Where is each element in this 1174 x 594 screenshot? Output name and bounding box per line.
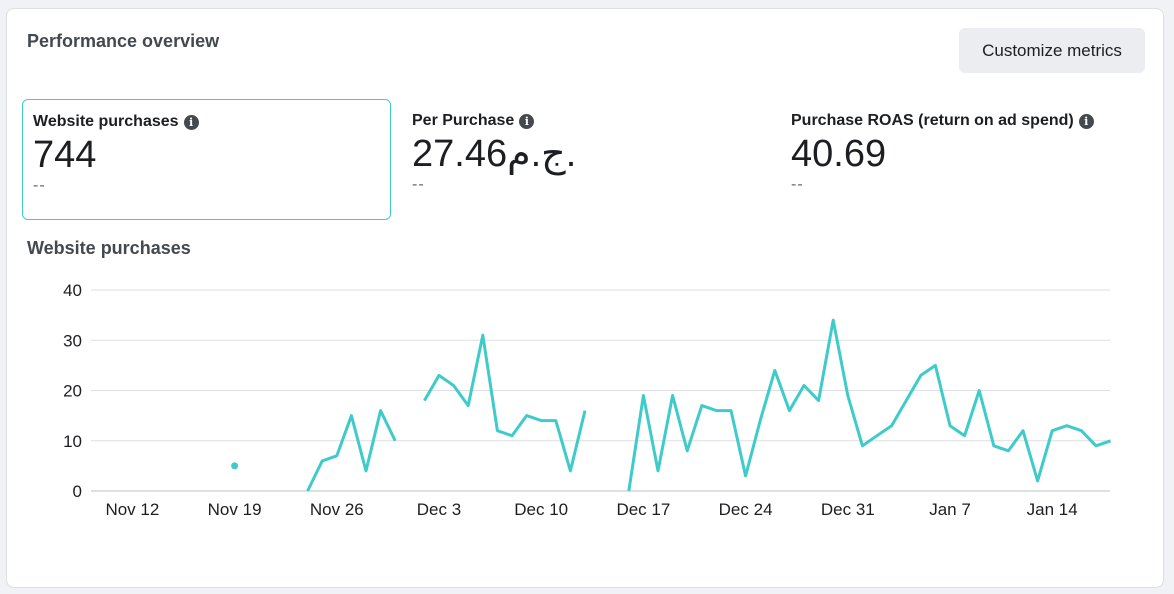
series-line-segment (627, 318, 1112, 492)
x-tick-label: Nov 12 (105, 500, 159, 519)
metric-value: 744 (33, 134, 97, 176)
metric-delta: -- (412, 176, 425, 193)
metric-delta: -- (33, 177, 46, 194)
x-axis-ticks: Nov 12 Nov 19 Nov 26 Dec 3 Dec 10 Dec 17 Dec 2… (105, 500, 1077, 519)
metric-delta: -- (791, 176, 804, 193)
x-tick-label: Dec 3 (417, 500, 461, 519)
y-tick-label: 40 (63, 281, 82, 300)
x-tick-label: Dec 17 (616, 500, 670, 519)
x-tick-label: Dec 24 (719, 500, 773, 519)
x-tick-label: Jan 14 (1027, 500, 1078, 519)
metric-label: Per Purchase (412, 112, 515, 129)
x-tick-label: Dec 31 (821, 500, 875, 519)
metric-card-website-purchases[interactable]: Website purchases i 744 -- (22, 99, 391, 220)
info-icon[interactable]: i (519, 113, 535, 129)
series-line-segment (306, 409, 397, 492)
x-tick-label: Nov 19 (208, 500, 262, 519)
metric-value: 27.46ج.م. (412, 133, 577, 175)
metric-label: Purchase ROAS (return on ad spend) (791, 112, 1074, 129)
y-axis-ticks: 0 10 20 30 40 (63, 281, 82, 501)
metric-value: 40.69 (791, 133, 887, 175)
x-tick-label: Jan 7 (929, 500, 971, 519)
metric-card-per-purchase[interactable]: Per Purchase i 27.46ج.م. -- (402, 99, 772, 220)
data-point (231, 462, 239, 470)
series-line-segment (423, 333, 587, 473)
chart-grid (91, 289, 1110, 492)
y-tick-label: 20 (63, 382, 82, 401)
x-tick-label: Nov 26 (310, 500, 364, 519)
info-icon[interactable]: i (1078, 113, 1094, 129)
metric-label-row: Purchase ROAS (return on ad spend) i (791, 112, 1141, 130)
page-title: Performance overview (27, 31, 220, 51)
chart-series (231, 318, 1112, 492)
x-tick-label: Dec 10 (514, 500, 568, 519)
customize-metrics-button[interactable]: Customize metrics (959, 28, 1145, 73)
y-tick-label: 0 (73, 482, 82, 501)
metric-label-row: Website purchases i (33, 113, 380, 131)
metric-card-purchase-roas[interactable]: Purchase ROAS (return on ad spend) i 40.… (781, 99, 1151, 220)
y-tick-label: 30 (63, 331, 82, 350)
metric-label: Website purchases (33, 113, 179, 130)
metric-label-row: Per Purchase i (412, 112, 762, 130)
chart-title: Website purchases (27, 238, 191, 258)
y-tick-label: 10 (63, 432, 82, 451)
info-icon[interactable]: i (183, 114, 199, 130)
